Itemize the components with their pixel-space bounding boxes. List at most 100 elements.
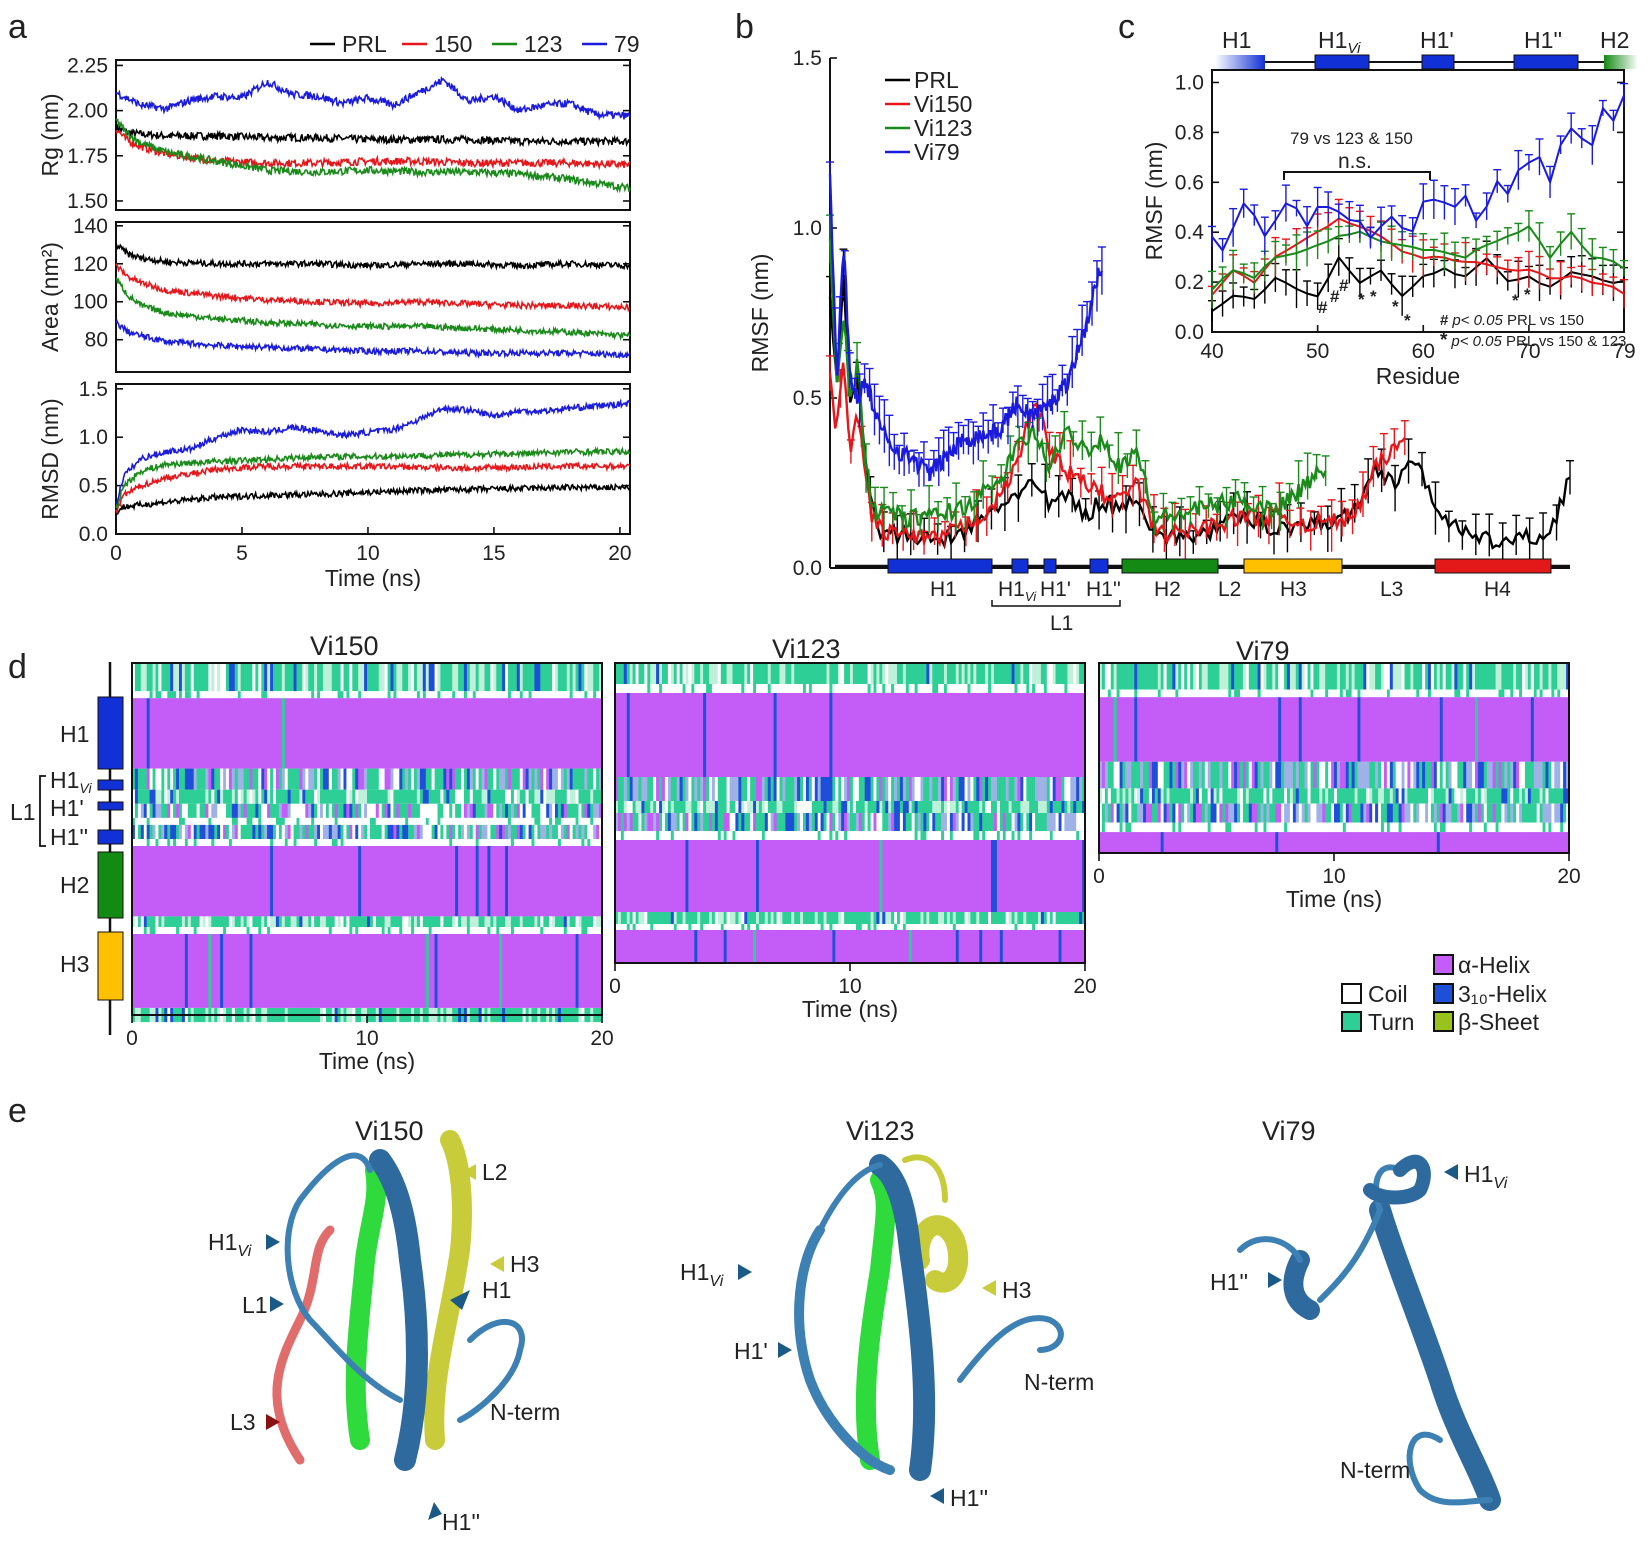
dssp-3-cell (1275, 697, 1279, 762)
dssp-2-cell (908, 663, 913, 684)
dssp-1-cell (440, 934, 444, 1008)
dssp-2-cell (691, 777, 695, 801)
dssp-1-cell (496, 803, 500, 818)
dssp-1-cell (537, 789, 541, 804)
dssp-2-cell (767, 813, 772, 831)
dssp-1-cell (252, 846, 256, 917)
panel-c: H1 H1Vi H1' H1'' H2 0.00.20.40.60.81.040… (1141, 27, 1638, 400)
dssp-1-cell (208, 824, 212, 839)
dssp-3-cell (1348, 689, 1353, 698)
dssp-1-cell (378, 691, 383, 699)
dssp-2-cell (946, 684, 951, 693)
dssp-2-cell (720, 801, 725, 813)
dssp-1-cell (458, 934, 462, 1008)
dssp-1-cell (555, 698, 559, 769)
dssp-2-cell (667, 693, 672, 777)
dssp-1-cell (484, 663, 488, 692)
dssp-2-cell (991, 663, 995, 684)
dssp-1-cell (223, 698, 227, 769)
dssp-2-cell (855, 831, 860, 840)
dssp-1-cell (393, 698, 397, 769)
dssp-1-cell (481, 824, 486, 839)
dssp-2-cell (676, 693, 681, 777)
dssp-2-cell (753, 777, 757, 801)
dssp-2-cell (1014, 801, 1018, 813)
dssp-1-cell (378, 698, 383, 769)
dssp-2-cell (670, 831, 675, 840)
dssp-2-cell (1020, 840, 1024, 912)
dssp-2-cell (1014, 924, 1018, 930)
dssp-1-cell (317, 839, 321, 846)
dssp-1-cell (364, 698, 368, 769)
dssp-2-cell (703, 831, 707, 840)
panel-label-d: d (8, 648, 27, 686)
dssp-2-cell (615, 684, 619, 693)
dssp-1-cell (510, 768, 515, 790)
dssp-2-cell (679, 831, 684, 840)
dssp-2-cell (929, 831, 933, 840)
dssp-2-cell (1046, 840, 1051, 912)
dssp-1-cell (196, 768, 201, 790)
dssp-2-cell (1023, 693, 1027, 777)
dssp-1-cell (164, 839, 168, 846)
dssp-1-cell (555, 803, 559, 818)
dssp-2-cell (697, 840, 701, 912)
dssp-2-cell (788, 924, 792, 930)
dssp-2-cell (973, 912, 977, 924)
dssp-2-cell (852, 840, 857, 912)
dssp-2-cell (1035, 777, 1039, 801)
dssp-1-cell (152, 916, 157, 927)
dssp-2-cell (723, 693, 728, 777)
dssp-2-cell (1070, 684, 1074, 693)
dssp-2-cell (1052, 663, 1057, 684)
dssp-1-cell (543, 846, 547, 917)
dssp-1-cell (132, 789, 136, 804)
dssp-1-cell (375, 768, 380, 790)
dssp-2-cell (1064, 801, 1068, 813)
dssp-2-cell (664, 693, 669, 777)
dssp-1-cell (167, 768, 171, 790)
dssp-2-cell (858, 663, 863, 684)
dssp-2-cell (835, 777, 839, 801)
dssp-2-cell (805, 912, 810, 924)
dssp-2-cell (999, 801, 1004, 813)
dssp-1-cell (481, 691, 486, 699)
dssp-1-cell (540, 934, 544, 1008)
dssp-1-cell (378, 839, 383, 846)
dssp-1-cell (552, 817, 556, 825)
dssp-1-cell (431, 934, 436, 1008)
dssp-1-cell (566, 803, 571, 818)
dssp-1-cell (314, 934, 318, 1008)
dssp-1-cell (461, 663, 465, 692)
dssp-2-cell (832, 930, 836, 963)
dssp-1-cell (443, 916, 447, 927)
dssp-1-cell (343, 839, 347, 846)
dssp-2-cell (694, 663, 698, 684)
dssp-3-cell (1210, 663, 1215, 690)
dssp-1-cell (187, 916, 192, 927)
dssp-1-cell (490, 916, 494, 927)
dssp-1-cell (596, 839, 600, 846)
dssp-2-cell (767, 924, 772, 930)
dssp-1-cell (543, 934, 547, 1008)
dssp-3-cell (1545, 663, 1549, 690)
dssp-2-cell (1082, 813, 1086, 831)
dssp-1-cell (384, 803, 389, 818)
dssp-1-cell (140, 824, 145, 839)
dssp-2-cell (817, 924, 822, 930)
dssp-2-cell (1070, 693, 1074, 777)
dssp-1-cell (179, 768, 183, 790)
dssp-2-cell (673, 831, 678, 840)
dssp-1-cell (528, 934, 533, 1008)
dssp-2-cell (773, 813, 778, 831)
dssp-2-cell (1038, 840, 1042, 912)
dssp-3-cell (1539, 663, 1544, 690)
ss-c-label-h1: H1 (1222, 27, 1251, 53)
dssp-1-cell (563, 663, 568, 692)
chart-c-xtick-label-2: 60 (1412, 340, 1435, 363)
dssp-2-cell (1032, 801, 1036, 813)
dssp-1-cell (314, 698, 318, 769)
dssp-1-cell (140, 698, 145, 769)
dssp-1-cell (290, 663, 295, 692)
dssp-2-cell (703, 813, 707, 831)
